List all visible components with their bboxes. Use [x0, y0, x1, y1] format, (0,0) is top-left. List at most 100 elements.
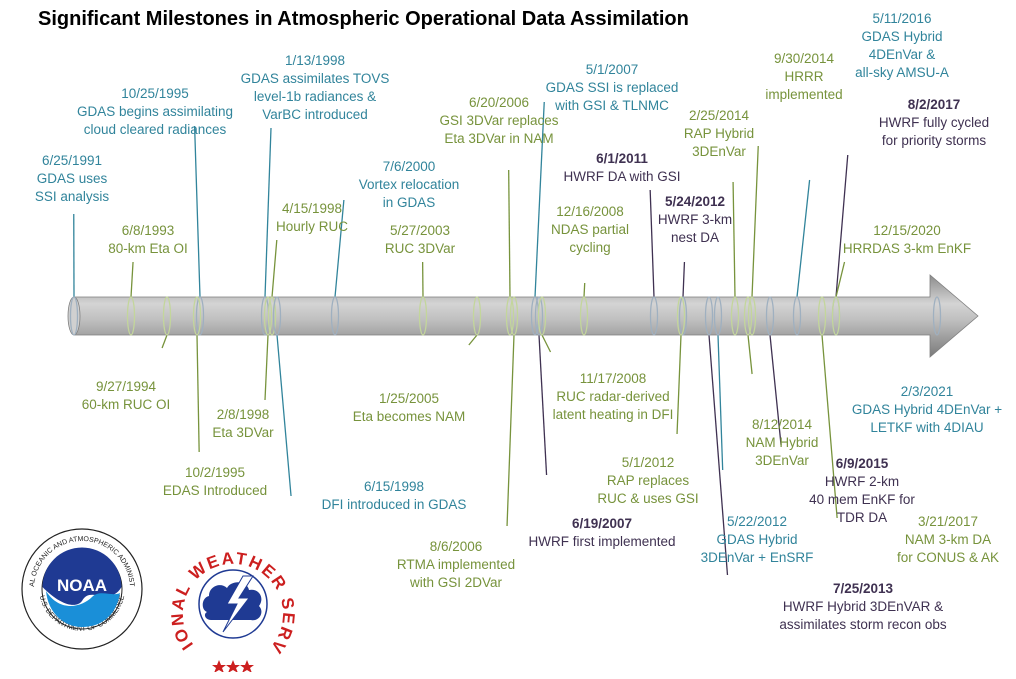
noaa-sky-shape: [42, 547, 122, 605]
milestone-e04: 10/25/1995 GDAS begins assimilating cloud …: [77, 85, 233, 139]
milestone-date: 3/21/2017: [917, 514, 979, 529]
milestone-text: HWRF DA with GSI: [563, 169, 681, 184]
milestone-text: 3DEnVar: [692, 144, 746, 159]
connector-e22: [717, 334, 724, 471]
milestone-text: DFI introduced in GDAS: [321, 497, 467, 512]
milestone-text: HWRF fully cycled: [878, 115, 990, 130]
connector-e12: [468, 334, 478, 346]
milestone-text: Eta 3DVar in NAM: [444, 131, 554, 146]
ring-e11: [418, 296, 428, 336]
noaa-wordmark: NOAA: [57, 576, 107, 595]
milestone-date: 9/27/1994: [95, 379, 157, 394]
milestone-text: Hourly RUC: [275, 219, 349, 234]
milestone-e16: 6/19/2007 HWRF first implemented: [528, 515, 675, 551]
milestone-e22: 5/22/2012 GDAS Hybrid 3DEnVar + EnSRF: [701, 513, 814, 567]
ring-e16: [534, 296, 544, 336]
milestone-date: 5/11/2016: [872, 11, 932, 26]
milestone-date: 1/25/2005: [378, 391, 440, 406]
milestone-text: with GSI & TLNMC: [555, 98, 669, 113]
ring-e25: [743, 296, 753, 336]
noaa-bird-wing-icon: [46, 591, 120, 627]
milestone-e12: 1/25/2005 Eta becomes NAM: [353, 390, 466, 426]
milestone-text: RUC radar-derived: [556, 389, 670, 404]
ring-e03: [162, 296, 172, 336]
milestone-date: 2/25/2014: [688, 108, 750, 123]
milestone-e29: 8/2/2017 HWRF fully cycled for priority st…: [879, 96, 989, 150]
milestone-text: Vortex relocation: [358, 177, 460, 192]
milestone-date: 6/1/2011: [596, 151, 648, 166]
connector-e27: [769, 334, 782, 446]
milestone-text: level-1b radiances &: [253, 89, 377, 104]
milestone-text: GDAS uses: [36, 171, 108, 186]
connector-e05: [196, 334, 200, 453]
milestone-text: with GSI 2DVar: [409, 575, 503, 590]
arrow-tail-cap: [67, 296, 81, 336]
connector-e13: [508, 169, 511, 298]
milestone-text: GDAS assimilates TOVS: [240, 71, 390, 86]
milestone-text: cycling: [569, 240, 611, 255]
milestone-e08: 4/15/1998 Hourly RUC: [276, 200, 348, 236]
milestone-text: GSI 3DVar replaces: [439, 113, 559, 128]
connector-e20: [682, 261, 686, 298]
ring-e10: [330, 296, 340, 336]
milestone-text: NDAS partial: [550, 222, 630, 237]
milestone-date: 7/6/2000: [382, 159, 436, 174]
milestone-e11: 5/27/2003 RUC 3DVar: [385, 222, 455, 258]
milestone-e13: 6/20/2006 GSI 3DVar replaces Eta 3DVar in …: [439, 94, 558, 148]
milestone-date: 8/6/2006: [429, 539, 483, 554]
connector-e30: [821, 334, 838, 519]
milestone-text: HWRF first implemented: [528, 534, 676, 549]
connector-e06: [264, 127, 272, 298]
milestone-text: TDR DA: [836, 510, 888, 525]
ring-e01: [69, 296, 79, 336]
milestone-date: 12/16/2008: [556, 204, 624, 219]
milestone-e31: 12/15/2020 HRRDAS 3-km EnKF: [843, 222, 971, 258]
ring-e21: [676, 296, 686, 336]
ring-e07: [263, 296, 273, 336]
page-title: Significant Milestones in Atmospheric Op…: [38, 8, 689, 30]
milestone-e14: 8/6/2006 RTMA implemented with GSI 2DVar: [397, 538, 515, 592]
connector-lines: [73, 101, 938, 576]
connector-e07: [264, 334, 269, 401]
milestone-date: 9/30/2014: [773, 51, 835, 66]
milestone-text: 60-km RUC OI: [81, 397, 171, 412]
connector-e21: [676, 334, 682, 435]
milestone-e01: 6/25/1991 GDAS uses SSI analysis: [35, 152, 109, 206]
connector-e03: [161, 334, 168, 349]
ring-e28: [792, 296, 802, 336]
connector-e02: [130, 261, 134, 298]
milestone-e10: 7/6/2000 Vortex relocation in GDAS: [359, 158, 460, 212]
ring-e32: [932, 296, 942, 336]
connector-e26: [751, 145, 759, 298]
milestone-text: implemented: [765, 87, 843, 102]
milestone-e26: 9/30/2014 HRRR implemented: [765, 50, 842, 104]
ring-e22: [713, 296, 723, 336]
milestone-text: HWRF 2-km: [824, 474, 900, 489]
milestone-date: 10/2/1995: [184, 465, 246, 480]
milestone-text: for priority storms: [881, 133, 987, 148]
milestone-e30: 3/21/2017 NAM 3-km DA for CONUS & AK: [897, 513, 999, 567]
connector-e16: [538, 334, 548, 476]
milestone-text: assimilates storm recon obs: [779, 617, 947, 632]
milestone-text: EDAS Introduced: [162, 483, 268, 498]
ring-e02: [126, 296, 136, 336]
milestone-date: 5/27/2003: [389, 223, 451, 238]
ring-e04: [195, 296, 205, 336]
milestone-text: GDAS Hybrid: [716, 532, 798, 547]
milestone-e06: 1/13/1998 GDAS assimilates TOVS level-1b r…: [241, 52, 390, 124]
milestone-date: 6/20/2006: [468, 95, 530, 110]
ring-e24: [730, 296, 740, 336]
milestone-text: 3DEnVar + EnSRF: [700, 550, 814, 565]
ring-e26: [747, 296, 757, 336]
noaa-logo: NATIONAL OCEANIC AND ATMOSPHERIC ADMINIS…: [20, 527, 143, 650]
milestone-text: LETKF with 4DIAU: [870, 420, 984, 435]
milestone-e24: 2/25/2014 RAP Hybrid 3DEnVar: [684, 107, 754, 161]
nws-lightning-icon: [222, 575, 254, 633]
milestone-e19: 6/1/2011 HWRF DA with GSI: [563, 150, 680, 186]
ring-e13: [505, 296, 515, 336]
milestone-text: HWRF 3-km: [657, 212, 733, 227]
milestone-text: nest DA: [670, 230, 720, 245]
milestone-date: 6/15/1998: [363, 479, 425, 494]
connector-e23: [708, 334, 729, 576]
